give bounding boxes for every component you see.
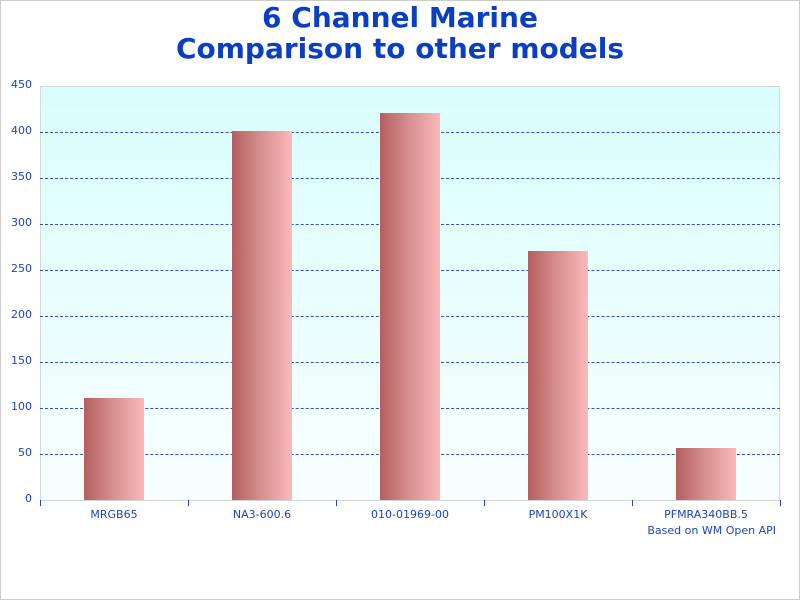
x-tick-label: PFMRA340BB.5 [664, 508, 748, 521]
y-tick-label: 50 [18, 446, 32, 459]
x-tick-label: MRGB65 [90, 508, 138, 521]
x-tick [780, 500, 781, 506]
y-tick-label: 450 [11, 78, 32, 91]
bar-010-01969-00 [380, 113, 440, 500]
y-tick-label: 100 [11, 400, 32, 413]
chart-title-line2: Comparison to other models [175, 32, 625, 65]
bar-pm100x1k [528, 251, 588, 500]
x-tick-label: NA3-600.6 [232, 508, 292, 521]
x-tick [188, 500, 189, 506]
y-tick-label: 250 [11, 262, 32, 275]
y-tick-label: 0 [25, 492, 32, 505]
y-tick-label: 200 [11, 308, 32, 321]
credit-text: Based on WM Open API [647, 524, 776, 537]
bar-pfmra340bb.5 [676, 448, 736, 500]
x-axis-line [40, 500, 780, 501]
y-tick-label: 400 [11, 124, 32, 137]
bar-na3-600.6 [232, 131, 292, 500]
x-tick-label: PM100X1K [528, 508, 588, 521]
chart-title: 6 Channel Marine Comparison to other mod… [0, 2, 800, 64]
x-tick [40, 500, 41, 506]
y-tick-label: 150 [11, 354, 32, 367]
y-tick-label: 300 [11, 216, 32, 229]
y-tick-label: 350 [11, 170, 32, 183]
x-tick [336, 500, 337, 506]
bar-mrgb65 [84, 398, 144, 500]
x-tick-label: 010-01969-00 [371, 508, 449, 521]
chart-title-line1: 6 Channel Marine [262, 1, 538, 34]
x-tick [484, 500, 485, 506]
x-tick [632, 500, 633, 506]
